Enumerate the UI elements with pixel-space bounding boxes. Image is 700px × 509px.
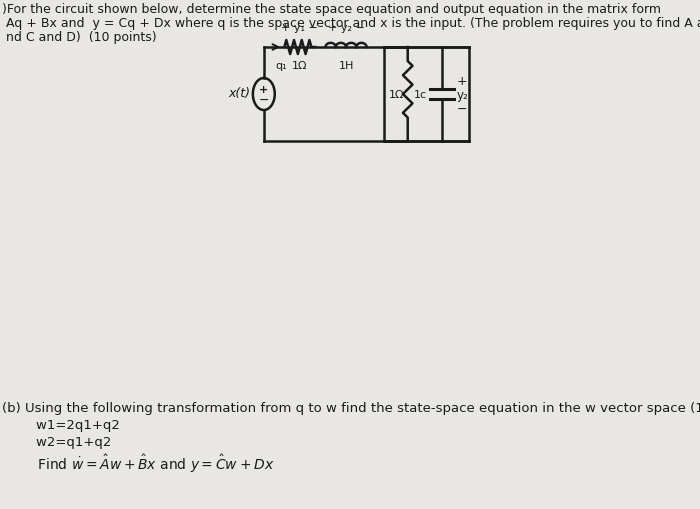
Text: 1Ω: 1Ω: [389, 90, 405, 100]
Text: (b) Using the following transformation from q to w find the state-space equation: (b) Using the following transformation f…: [2, 401, 700, 414]
Text: + y₁ −: + y₁ −: [281, 23, 318, 33]
Text: w2=q1+q2: w2=q1+q2: [2, 435, 111, 448]
Text: 1H: 1H: [338, 61, 354, 71]
Text: )For the circuit shown below, determine the state space equation and output equa: )For the circuit shown below, determine …: [2, 3, 661, 16]
Text: nd C and D)  (10 points): nd C and D) (10 points): [2, 31, 157, 44]
Text: + y₂ −: + y₂ −: [328, 23, 365, 33]
Text: +: +: [259, 85, 268, 95]
Text: −: −: [258, 93, 269, 106]
Text: −: −: [457, 102, 468, 115]
Text: Aq + Bx and  y = Cq + Dx where q is the space vector and x is the input. (The pr: Aq + Bx and y = Cq + Dx where q is the s…: [2, 17, 700, 30]
Text: w1=2q1+q2: w1=2q1+q2: [2, 418, 120, 431]
Text: 1Ω: 1Ω: [292, 61, 307, 71]
Text: q₁: q₁: [275, 61, 287, 71]
Text: Find $\dot{w} = \hat{A}w + \hat{B}x$ and $y = \hat{C}w + Dx$: Find $\dot{w} = \hat{A}w + \hat{B}x$ and…: [2, 452, 274, 474]
Text: +: +: [457, 74, 468, 88]
Text: x(t): x(t): [229, 87, 251, 99]
Text: y₂: y₂: [457, 89, 469, 101]
Text: 1c: 1c: [414, 90, 427, 100]
